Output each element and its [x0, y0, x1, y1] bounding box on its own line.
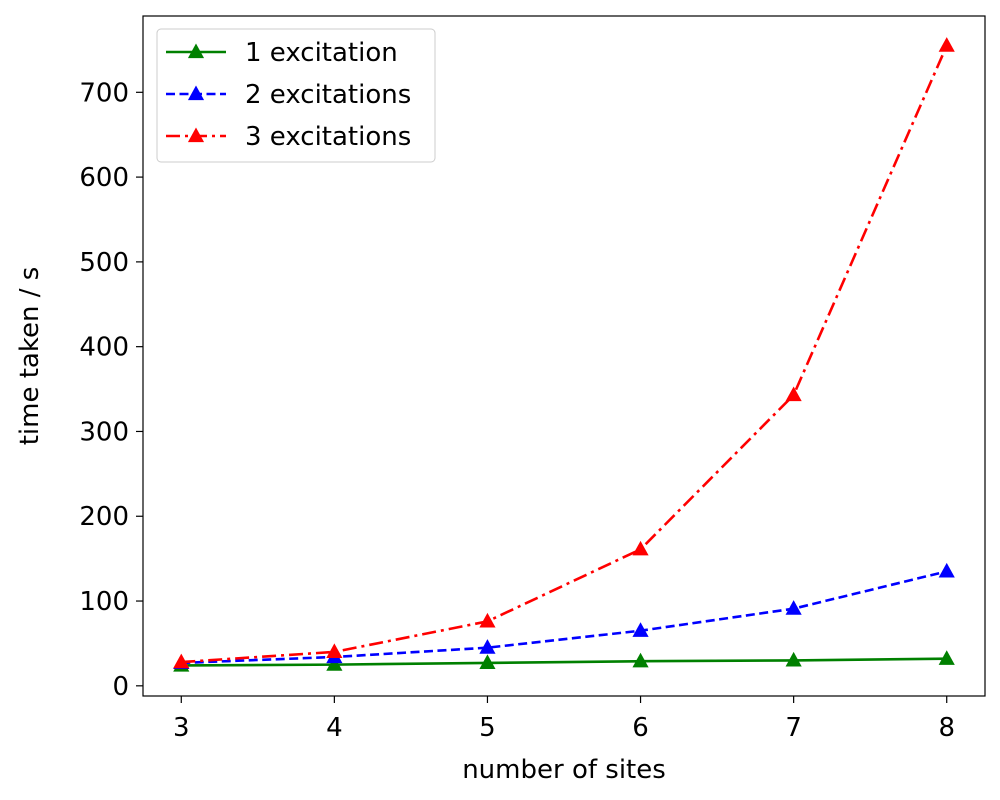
- data-point: [938, 37, 955, 52]
- x-tick-label: 7: [785, 713, 802, 743]
- legend-box: [156, 28, 436, 163]
- y-tick-label: 700: [79, 78, 129, 108]
- series-line: [181, 657, 947, 667]
- x-tick-label: 6: [632, 713, 649, 743]
- y-tick-label: 200: [79, 502, 129, 532]
- x-tick-label: 4: [326, 713, 343, 743]
- data-point: [173, 653, 190, 669]
- y-tick-label: 400: [79, 333, 129, 363]
- y-tick-label: 0: [112, 672, 129, 702]
- data-point: [326, 643, 343, 659]
- legend-label: 1 excitation: [245, 38, 398, 68]
- legend-marker: [187, 85, 205, 101]
- x-tick-label: 8: [938, 713, 955, 743]
- plot-frame: [142, 15, 986, 697]
- data-point: [938, 562, 955, 578]
- x-tick-label: 3: [173, 713, 190, 743]
- data-point: [785, 600, 802, 615]
- x-tick-label: 5: [479, 713, 496, 743]
- y-tick-label: 500: [79, 248, 129, 278]
- y-tick-label: 300: [79, 417, 129, 447]
- series-line: [181, 45, 948, 664]
- legend-label: 2 excitations: [245, 80, 411, 110]
- data-point: [938, 650, 955, 665]
- data-point: [479, 612, 496, 628]
- data-point: [479, 654, 496, 670]
- legend-item: 2 excitations: [166, 80, 411, 110]
- data-point: [326, 656, 343, 671]
- data-point: [632, 622, 649, 637]
- y-axis-label: time taken / s: [15, 267, 45, 446]
- y-axis-ticks: 0 100 200 300 400 500 600 700: [79, 78, 143, 702]
- series-layer: [173, 37, 955, 672]
- series-1: [173, 650, 955, 672]
- series-3: [173, 37, 955, 669]
- data-point: [785, 386, 802, 402]
- data-point: [479, 639, 496, 654]
- legend-item: 3 excitations: [166, 122, 411, 152]
- x-axis-label: number of sites: [462, 755, 666, 785]
- x-axis-ticks: 3 4 5 6 7 8: [173, 696, 955, 743]
- y-tick-label: 600: [79, 163, 129, 193]
- series-2: [173, 562, 955, 670]
- data-point: [632, 540, 649, 556]
- data-point: [785, 651, 802, 667]
- series-line: [181, 570, 948, 665]
- legend: 1 excitation 2 excitations 3 excitations: [156, 28, 436, 163]
- legend-marker: [187, 43, 205, 59]
- data-point: [632, 652, 649, 668]
- legend-marker: [187, 127, 205, 143]
- legend-label: 3 excitations: [245, 122, 411, 152]
- legend-item: 1 excitation: [166, 38, 398, 68]
- y-tick-label: 100: [79, 587, 129, 617]
